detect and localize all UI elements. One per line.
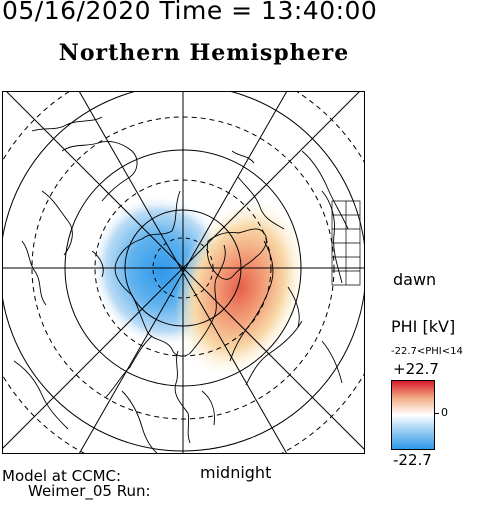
colorbar-zero-tick: [434, 413, 439, 414]
run-line: Weimer_05 Run:: [28, 482, 151, 500]
polar-map: [2, 91, 365, 454]
colorbar-title: PHI [kV]: [391, 317, 456, 336]
colorbar-range: -22.7<PHI<14: [391, 346, 463, 357]
model-line: Model at CCMC:: [2, 467, 122, 485]
dawn-label: dawn: [393, 270, 437, 289]
timestamp: 05/16/2020 Time = 13:40:00: [2, 0, 378, 25]
colorbar: [391, 380, 435, 450]
colorbar-max-label: +22.7: [393, 360, 439, 378]
midnight-label: midnight: [200, 463, 272, 482]
hemisphere-title: Northern Hemisphere: [58, 40, 350, 66]
colorbar-min-label: -22.7: [393, 451, 432, 469]
colorbar-zero-label: 0: [441, 406, 448, 419]
